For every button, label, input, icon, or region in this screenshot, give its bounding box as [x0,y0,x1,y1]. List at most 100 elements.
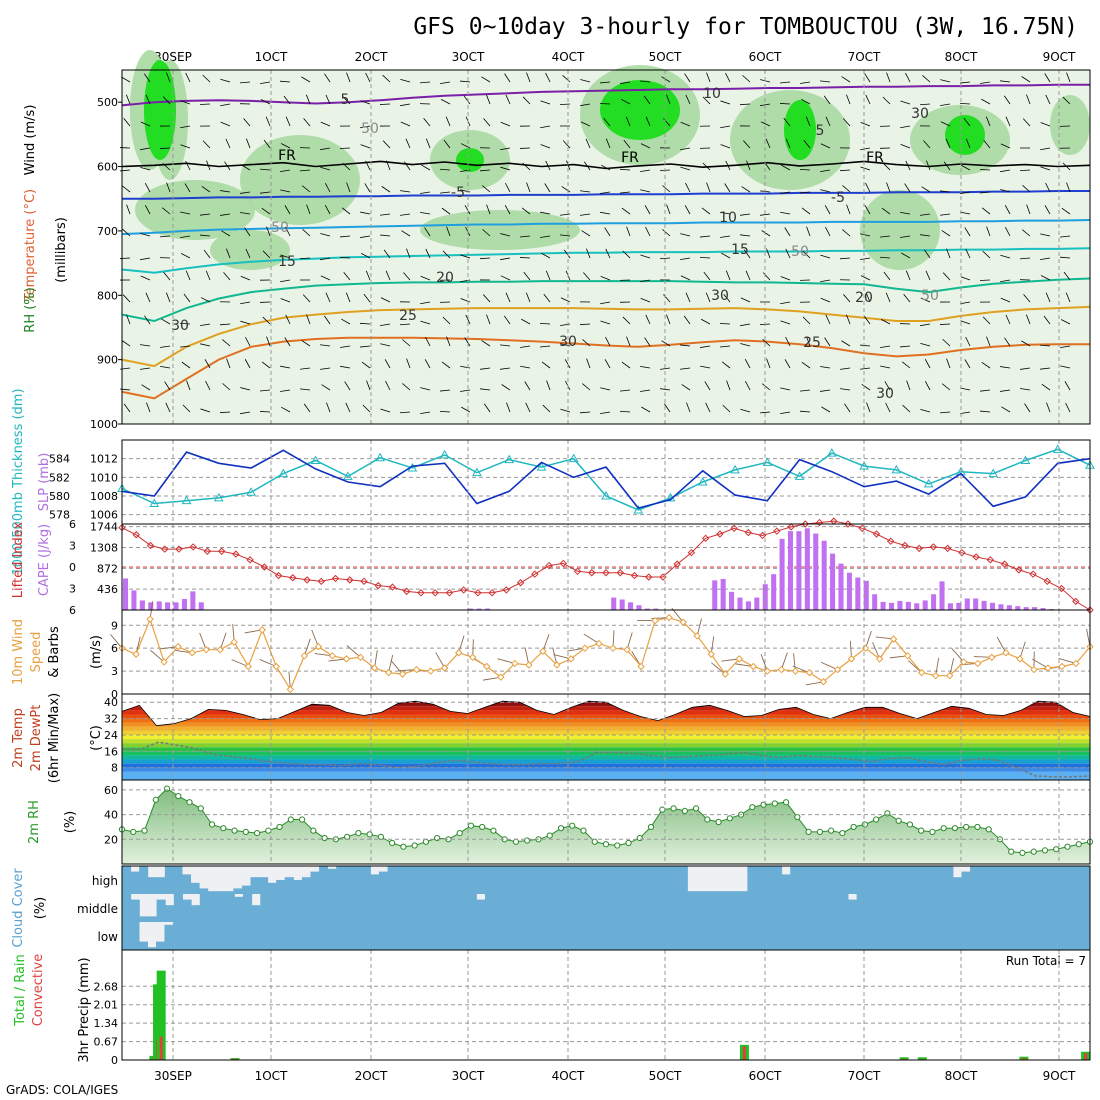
wind-barb [520,365,531,369]
wind-barb [1060,235,1071,238]
cape-bar [181,599,187,610]
cloud-cell-high [653,866,663,894]
wind-barb [541,252,551,259]
wind-speed-point [398,670,407,678]
cape-bar [813,533,819,610]
temp-band-18 [122,701,1090,703]
wind-barb [846,94,851,105]
cloud-label-unit: (%) [33,897,48,920]
li-point [445,589,454,597]
cloud-cell-high [284,877,294,894]
wind-barb [1000,297,1011,303]
wind-barb [140,367,151,370]
wind-barb [326,402,331,413]
wind-barb [600,301,611,305]
wind-barb [820,389,831,392]
wind-barb [1000,254,1011,259]
cloud-cell-middle [217,894,227,922]
rh-point [670,805,677,812]
cloud-cell-middle [268,894,279,922]
wind-barb [123,403,131,413]
thickness-point [278,468,289,478]
wind-barb [680,275,691,281]
rh-point [816,828,823,835]
contour-label-22: 30 [711,288,729,304]
cloud-cell-middle [312,894,322,922]
rh-point [569,822,576,829]
rh-point [771,800,778,807]
cloud-cell-low [138,941,148,950]
cross-y-tick-3: 800 [97,289,118,302]
cloud-cell-high [259,877,269,894]
wind-barb [324,73,331,83]
wind-barb [600,320,611,325]
rh-point [974,823,981,831]
cloud-cell-high [944,866,954,894]
wind-barb [726,380,731,391]
wind-barb [780,387,791,391]
thickness-point [246,487,256,496]
wind-barb [1064,381,1071,391]
wind-speed-point [707,650,715,658]
cloud-cell-low [385,922,395,950]
li-point [886,537,895,545]
cloud-cell-high [421,866,431,894]
isotherm-4 [121,247,1091,274]
cape-bar [754,597,760,610]
wind-barb [622,250,631,259]
wind-barb [220,121,231,127]
wind-barb [201,185,211,193]
wind-barb [186,380,191,391]
wind-barb [965,138,971,149]
rh-point [1053,846,1060,853]
wind-barb [262,316,271,325]
wind-barb [820,279,831,283]
cloud-cell-middle [450,894,460,922]
wind-barb [562,140,571,149]
wind-barb [1040,233,1051,237]
cloud-cell-high [610,866,620,894]
cross-label-temperature: Temperature (°C) [23,189,38,302]
wind-barb [144,315,151,325]
wind-barb [383,249,391,259]
wind-barb [299,257,311,260]
wind-speed-point [763,667,772,675]
x-tick-top-8: 8OCT [945,50,978,64]
wind-barb [746,160,751,171]
wind-barb [760,103,771,107]
wind-barb [284,337,291,347]
wind-barb [641,406,651,413]
cloud-cell-middle [364,894,374,922]
wind-barb-10m [671,607,684,623]
wind-barb [885,292,891,303]
wind-speed-point [384,668,393,677]
wind-barb [940,121,951,127]
rh-point [344,833,351,840]
wind-barb [182,404,191,413]
wind-barb [660,388,671,391]
wind-label-unit: (m/s) [89,635,104,669]
wind-barb [420,212,431,215]
wind-barb [1060,319,1071,325]
x-tick-top-7: 7OCT [848,50,881,64]
cloud-cell-low [988,922,998,950]
contour-label-2: 5 [816,123,825,139]
cloud-cell-low [249,922,259,950]
cloud-cell-middle [407,894,417,922]
cloud-cell-low [818,922,828,950]
cloud-cell-low [215,922,225,950]
wind-barb [620,389,631,392]
cloud-cell-high [567,866,577,894]
cloud-cell-high [935,866,945,894]
cloud-cell-high [216,891,226,894]
cloud-cell-high [541,866,551,894]
thickness-y-label: 1000-500mb Thickness (dm) [11,388,26,575]
wind-barb [141,384,151,391]
wind-barb-10m [865,631,872,649]
cloud-cell-low [775,922,785,950]
rh-frame [121,779,1091,865]
wind-barb [202,74,211,83]
cloud-cell-low [962,922,972,950]
wind-barb [985,116,991,127]
